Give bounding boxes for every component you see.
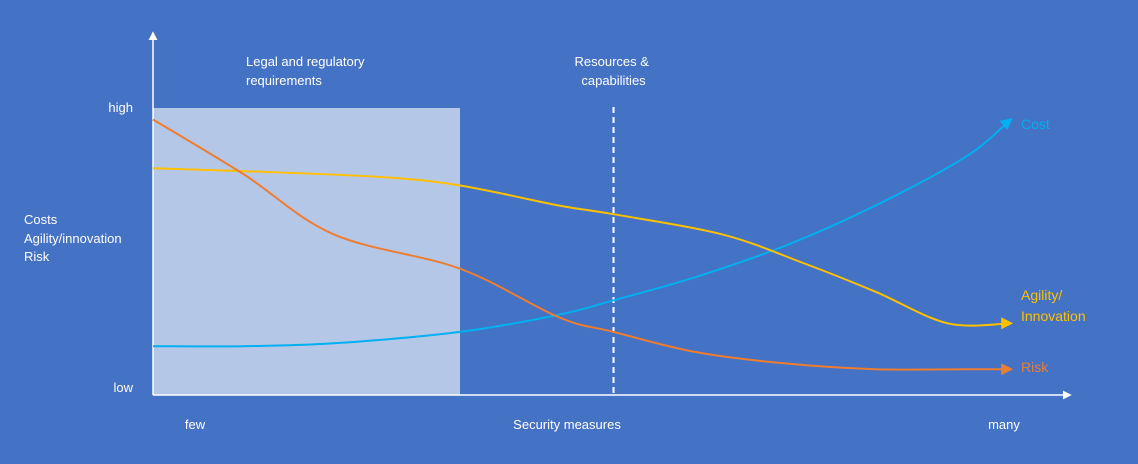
y-tick-low: low xyxy=(113,380,133,395)
legal-regulatory-region xyxy=(153,108,461,395)
legal-regulatory-label-line-2: requirements xyxy=(246,73,322,88)
y-tick-high: high xyxy=(108,100,133,115)
series-cost-label-line-1: Cost xyxy=(1021,116,1050,132)
series-agility-label-line-2: Innovation xyxy=(1021,308,1086,324)
x-tick-few: few xyxy=(185,417,206,432)
resources-capabilities-label-line-1: Resources & xyxy=(575,54,650,69)
y-axis-label-risk: Risk xyxy=(24,249,50,264)
x-axis-label: Security measures xyxy=(513,417,621,432)
series-cost-label: Cost xyxy=(1021,116,1050,132)
series-agility-label: Agility/ Innovation xyxy=(1021,287,1086,324)
series-agility-line xyxy=(152,167,1014,330)
series-risk-line xyxy=(152,118,1014,376)
series-agility-label-line-1: Agility/ xyxy=(1021,287,1062,303)
y-axis-label: Costs Agility/innovation Risk xyxy=(24,212,125,264)
series-cost-line xyxy=(152,117,1013,348)
resources-capabilities-label-line-2: capabilities xyxy=(581,73,646,88)
y-axis-label-costs: Costs xyxy=(24,212,58,227)
x-tick-many: many xyxy=(988,417,1020,432)
series-risk-label: Risk xyxy=(1021,359,1049,375)
y-axis-label-agility: Agility/innovation xyxy=(24,231,122,246)
resources-capabilities-label: Resources & capabilities xyxy=(575,54,653,88)
legal-regulatory-label: Legal and regulatory requirements xyxy=(246,54,368,88)
legal-regulatory-label-line-1: Legal and regulatory xyxy=(246,54,365,69)
series-risk-label-line-1: Risk xyxy=(1021,359,1049,375)
